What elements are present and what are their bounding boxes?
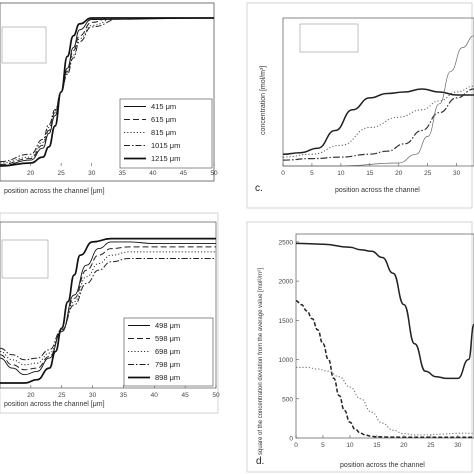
panel-c-ylabel: concentration [mol/m³] [260,66,267,135]
panel-d-frame [246,221,473,473]
xtick-label-d-0: 0 [294,442,298,449]
xtick-label-a-0: 20 [27,170,35,177]
xtick-label-a-3: 35 [119,170,127,177]
xtick-label-a-2: 30 [88,170,96,177]
xtick-label-c-2: 10 [337,170,345,177]
panel-b-axes [0,221,217,389]
legend-label-b-4: 898 μm [155,373,180,382]
ytick-label-d-5: 2500 [279,239,294,246]
panel-d-ylabel: square of the concentration deviation fr… [257,267,264,455]
ytick-label-d-2: 1000 [279,357,294,364]
series-line-c-0 [282,88,474,155]
panel-a-xlabel: position across the channel [μm] [4,188,105,195]
legend-b-box [123,317,214,387]
plot-a-area [0,17,215,167]
series-line-c-1 [282,88,474,161]
xtick-label-d-1: 5 [321,442,325,449]
panel-c: 0 5 10 15 20 25 30 concentration [mol/m³] posi… [246,2,474,209]
legend-label-a-3: 1015 μm [151,141,180,150]
panel-d-xlabel: position across the channel [340,462,425,469]
ytick-label-d-4: 2000 [279,279,294,286]
xtick-label-a-5: 45 [180,170,188,177]
panel-b-frame [0,212,219,414]
xtick-label-b-4: 40 [151,392,159,399]
panel-c-xlabel: position across the channel [335,187,420,194]
plot-c-area [282,35,474,167]
xtick-label-b-1: 25 [58,392,66,399]
series-line-a-3 [0,17,214,163]
legend-label-a-4: 1215 μm [151,154,180,163]
xtick-label-d-2: 10 [346,442,354,449]
panel-c-axes [282,17,474,167]
panel-a-frame [0,2,215,182]
xtick-label-c-6: 30 [453,170,461,177]
panel-b: 20 25 30 35 40 45 50 498 μm 598 μm 698 μm 798 μm 8… [0,212,220,414]
panel-b-xlabel: position across the channel [μm] [4,401,105,408]
xtick-label-a-1: 25 [58,170,66,177]
xtick-label-d-6: 30 [454,442,462,449]
legend-label-b-2: 698 μm [155,347,180,356]
ytick-label-d-0: 0 [289,436,293,443]
xtick-label-a-4: 40 [149,170,157,177]
legend-label-b-0: 498 μm [155,321,180,330]
xtick-label-c-0: 0 [281,170,285,177]
xtick-label-b-5: 45 [182,392,190,399]
panel-c-letter: c. [255,183,263,194]
legend-label-b-1: 598 μm [155,334,180,343]
panel-a: 20 25 30 35 40 45 50 415 μm 615 μm 815 μm 1015 μm… [0,2,218,195]
series-line-c-2 [282,85,474,158]
legend-a: 415 μm 615 μm 815 μm 1015 μm 1215 μm [124,102,180,163]
ytick-label-d-3: 1500 [279,318,294,325]
legend-label-b-3: 798 μm [155,360,180,369]
series-line-b-2 [0,251,216,366]
xtick-label-b-0: 20 [27,392,35,399]
xtick-label-b-6: 50 [212,392,220,399]
xtick-label-c-1: 5 [310,170,314,177]
series-line-a-2 [0,17,214,164]
xtick-label-b-3: 35 [120,392,128,399]
series-line-b-4 [0,237,216,384]
legend-label-a-1: 615 μm [151,115,176,124]
plot-b-ticks: 20 25 30 35 40 45 50 [27,385,220,399]
series-line-c-3 [283,35,474,167]
legend-b: 498 μm 598 μm 698 μm 798 μm 898 μm [128,321,180,382]
panel-b-inset [1,239,49,279]
panel-c-frame [246,2,473,209]
series-line-b-3 [0,258,216,361]
series-line-d-1 [295,299,474,438]
series-line-b-1 [0,246,216,371]
xtick-label-c-4: 20 [395,170,403,177]
plot-d-ticks: 0 5 10 15 20 25 30 0 500 1000 1500 2000 2500 [279,239,462,449]
panel-d-letter: d. [256,456,264,467]
ytick-label-d-1: 500 [282,396,293,403]
panel-d: 0 5 10 15 20 25 30 0 500 1000 1500 2000 2500 square … [246,221,474,473]
panel-d-axes [295,233,474,439]
series-line-d-0 [295,242,474,380]
xtick-label-d-3: 15 [373,442,381,449]
plot-b-area [0,237,216,384]
panel-a-inset [1,26,47,64]
legend-label-a-2: 815 μm [151,128,176,137]
series-line-a-1 [0,17,214,165]
xtick-label-c-5: 25 [424,170,432,177]
xtick-label-b-2: 30 [89,392,97,399]
plot-d-area [295,242,474,438]
legend-label-a-0: 415 μm [151,102,176,111]
xtick-label-c-3: 15 [366,170,374,177]
xtick-label-d-5: 25 [427,442,435,449]
series-line-a-4 [0,17,214,167]
panel-c-inset [299,23,359,53]
legend-a-box [119,98,213,169]
plot-c-ticks: 0 5 10 15 20 25 30 [281,163,461,177]
series-line-b-0 [0,241,216,376]
xtick-label-d-4: 20 [400,442,408,449]
xtick-label-a-6: 50 [210,170,218,177]
series-line-d-2 [296,366,474,436]
